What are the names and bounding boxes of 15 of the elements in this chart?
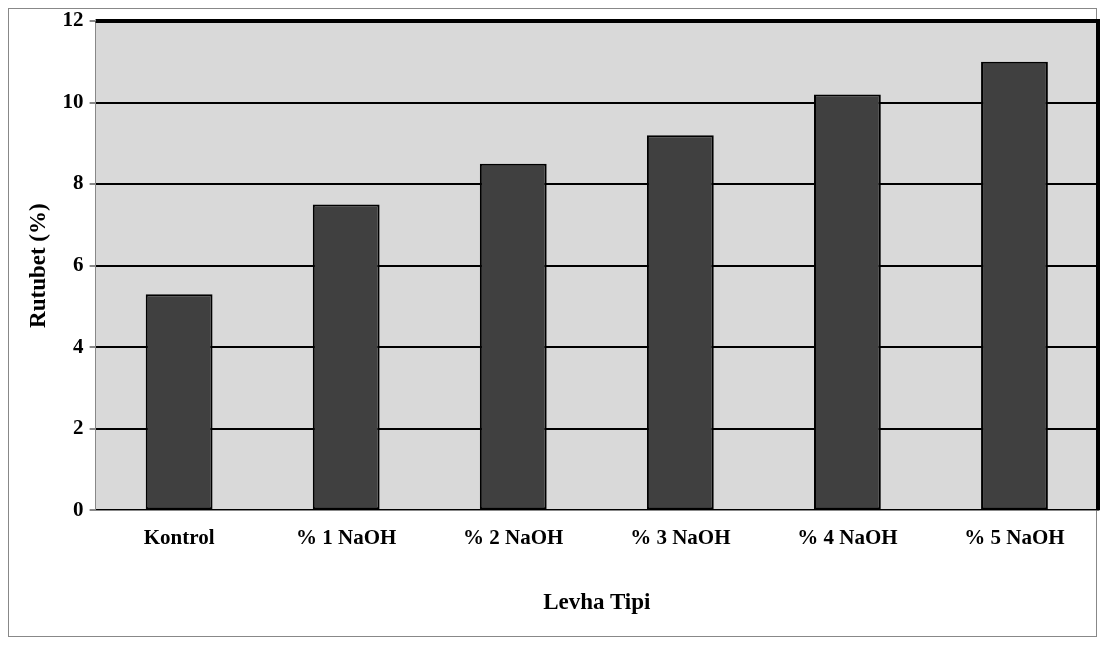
y-tick-label: 2 — [73, 415, 84, 440]
x-tick-label: % 1 NaOH — [296, 525, 397, 550]
x-tick-label: % 5 NaOH — [964, 525, 1065, 550]
y-tick-label: 0 — [73, 496, 84, 521]
y-tick-label: 6 — [73, 252, 84, 277]
y-tick-label: 4 — [73, 333, 85, 358]
y-axis-title: Rutubet (%) — [24, 203, 50, 328]
x-tick-label: % 3 NaOH — [630, 525, 731, 550]
x-tick-label: % 4 NaOH — [797, 525, 898, 550]
x-tick-label: % 2 NaOH — [463, 525, 564, 550]
x-axis-title: Levha Tipi — [543, 589, 651, 615]
x-tick-label: Kontrol — [143, 525, 215, 550]
y-tick-label: 8 — [73, 170, 84, 195]
y-tick-label: 12 — [62, 7, 84, 32]
y-tick-label: 10 — [62, 88, 84, 113]
